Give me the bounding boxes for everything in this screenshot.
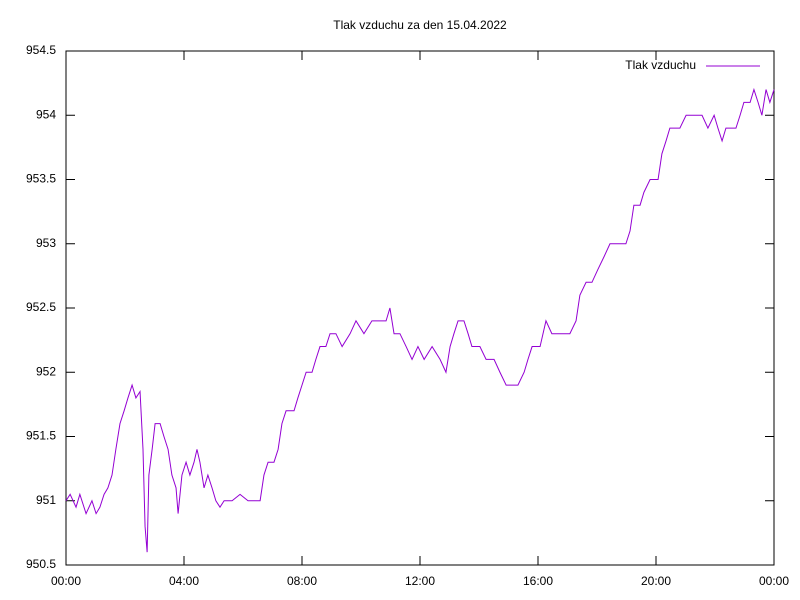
data-line (65, 87, 775, 553)
y-tick-label: 950.5 (26, 557, 56, 571)
y-tick-label: 954 (36, 107, 56, 121)
x-tick-label: 00:00 (51, 574, 81, 588)
y-tick-label: 952.5 (26, 300, 56, 314)
plot-border (65, 50, 775, 566)
y-tick-label: 951 (36, 493, 56, 507)
chart-title: Tlak vzduchu za den 15.04.2022 (333, 18, 507, 32)
x-tick-label: 08:00 (287, 574, 317, 588)
legend-label: Tlak vzduchu (625, 58, 696, 72)
y-tick-label: 953 (36, 236, 56, 250)
y-tick-label: 952 (36, 364, 56, 378)
x-tick-label: 04:00 (169, 574, 199, 588)
x-tick-label: 20:00 (641, 574, 671, 588)
x-tick-label: 16:00 (523, 574, 553, 588)
y-tick-label: 951.5 (26, 429, 56, 443)
x-tick-label: 00:00 (759, 574, 789, 588)
x-tick-label: 12:00 (405, 574, 435, 588)
y-tick-label: 954.5 (26, 43, 56, 57)
y-tick-label: 953.5 (26, 172, 56, 186)
